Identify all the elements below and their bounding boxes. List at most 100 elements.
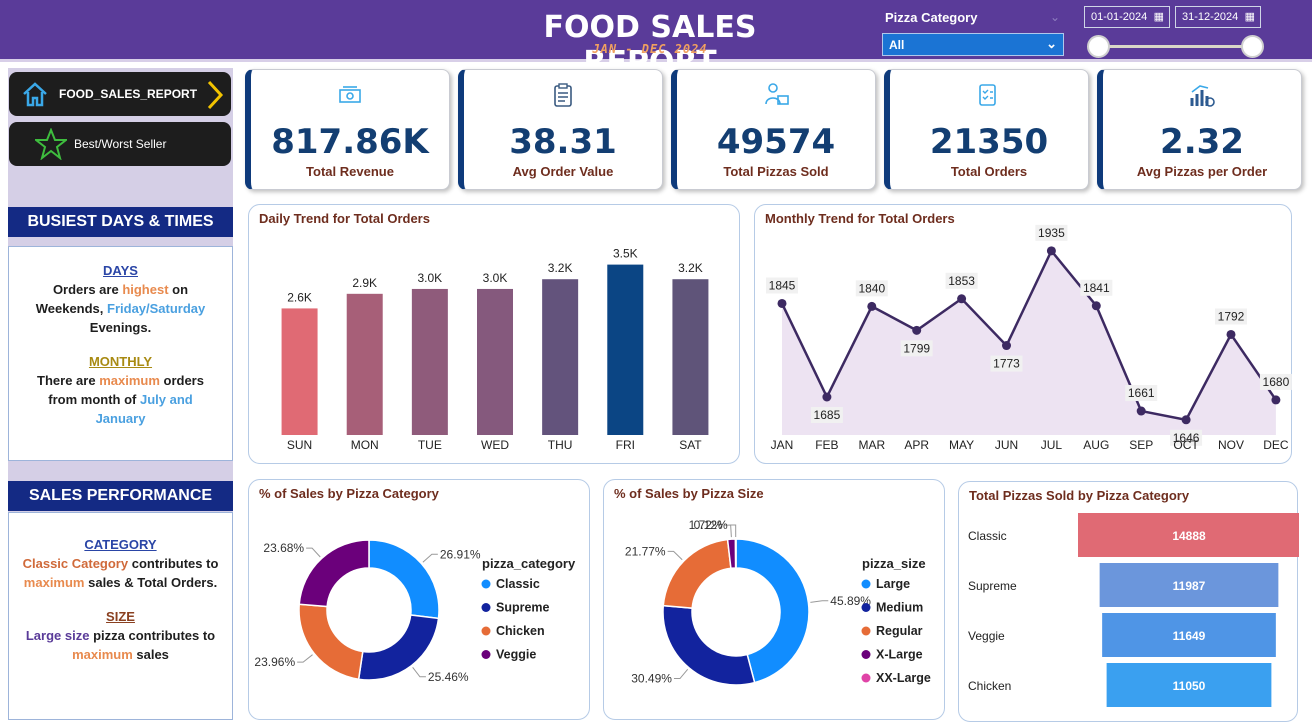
legend-label: Veggie [496,648,536,662]
funnel-bar [1078,513,1299,557]
calendar-icon[interactable]: ▦ [1244,11,1255,23]
end-date-input[interactable]: 31-12-2024 ▦ [1175,6,1261,28]
chevron-down-icon[interactable]: ⌄ [1050,10,1061,24]
category-filter-value: All [889,38,905,52]
chart-title: % of Sales by Pizza Category [259,486,439,501]
data-label-bg [1170,429,1203,446]
nav-best-worst-seller-button[interactable]: Best/Worst Seller [9,122,231,166]
kpi-value: 2.32 [1160,122,1244,162]
legend-marker [481,579,491,589]
cash-icon [251,82,449,113]
kpi-card: 49574 Total Pizzas Sold [671,69,876,190]
data-label: 45.89% [830,594,871,608]
nav-food-sales-report-button[interactable]: FOOD_SALES_REPORT [9,72,231,116]
monthly-trend-chart: 1845 JAN 1685 FEB 1840 MAR 1799 APR 1853 MAY 1773 J… [766,224,1292,452]
busiest-section-title: BUSIEST DAYS & TIMES [8,207,233,237]
kpi-value: 21350 [929,122,1049,162]
bar [411,288,448,435]
legend-title: pizza_category [482,556,576,571]
nav-report-label: FOOD_SALES_REPORT [59,87,198,101]
legend-label: X-Large [876,648,923,662]
x-tick-label: SAT [679,438,702,452]
x-tick-label: THU [548,438,573,452]
chevron-right-icon [207,80,224,110]
x-tick-label: FEB [815,438,838,452]
data-point [777,298,787,308]
data-label-bg [1035,224,1068,241]
data-label: 0.12% [694,518,728,532]
data-point [1226,329,1236,339]
monthly-trend-card: Monthly Trend for Total Orders 1845 JAN 16… [754,204,1292,464]
bar-growth-icon [1103,82,1301,113]
series-line [780,248,1277,422]
x-tick-label: SUN [287,438,312,452]
star-icon [35,128,67,160]
data-label: 1773 [993,357,1020,371]
data-label-bg [900,340,933,357]
legend-title: pizza_size [862,556,926,571]
chart-title: Total Pizzas Sold by Pizza Category [969,488,1190,503]
kpi-label: Total Pizzas Sold [723,164,829,179]
kpi-card: 38.31 Avg Order Value [458,69,663,190]
data-label-bg [1080,279,1113,296]
leader-line [297,654,313,663]
x-tick-label: APR [904,438,929,452]
slice [357,614,440,681]
slice [298,539,370,608]
data-label: 25.46% [428,670,469,684]
kpi-card: 21350 Total Orders [884,69,1089,190]
delivery-icon [677,82,875,113]
x-tick-label: WED [481,438,509,452]
report-subtitle: JAN - DEC 2024 [592,42,708,56]
date-range-slider-track[interactable] [1098,45,1254,48]
data-label: 1680 [1263,375,1290,389]
data-label: 1646 [1173,431,1200,445]
date-slider-start-handle[interactable] [1087,35,1110,58]
data-point [1181,415,1191,425]
legend-label: Chicken [496,624,545,638]
kpi-value: 38.31 [509,122,617,162]
category-label: Supreme [968,579,1017,593]
data-label: 3.0K [483,271,508,285]
clipboard-icon [464,82,662,113]
x-tick-label: MAR [858,438,885,452]
data-label: 23.96% [254,655,295,669]
data-point [957,294,967,304]
slice [368,539,440,620]
category-total-chart: 14888 Classic 11987 Supreme 11649 Veggie 11050… [968,513,1299,707]
start-date-input[interactable]: 01-01-2024 ▦ [1084,6,1170,28]
data-point [822,392,832,402]
data-point [867,301,877,311]
slice [735,538,810,684]
category-pct-chart: 26.91% 25.46% 23.96% 23.68% pizza_category Cl… [254,539,576,684]
slice [662,604,756,686]
slice [662,538,732,609]
bar [607,264,644,435]
legend-marker [861,650,871,659]
category-total-card: Total Pizzas Sold by Pizza Category 1488… [958,481,1299,722]
data-label: 1841 [1083,281,1110,295]
calendar-icon[interactable]: ▦ [1153,11,1164,23]
bar [672,279,709,435]
days-note: Orders are highest on Weekends, Friday/Sa… [35,282,206,335]
legend-label: Regular [876,624,923,638]
x-tick-label: MON [351,438,379,452]
leader-line [810,600,829,603]
kpi-card: 817.86K Total Revenue [245,69,450,190]
data-point [1091,301,1101,311]
date-slider-end-handle[interactable] [1241,35,1264,58]
kpi-label: Avg Order Value [512,164,614,179]
order-checklist-icon [890,82,1088,113]
x-tick-label: TUE [418,438,442,452]
leader-line [422,553,438,563]
kpi-label: Avg Pizzas per Order [1136,164,1268,179]
kpi-label: Total Revenue [306,164,394,179]
funnel-bar [1106,663,1272,707]
data-label: 2.6K [287,290,312,304]
bar [542,279,579,435]
kpi-label: Total Orders [950,164,1028,179]
data-label: 3.2K [678,261,703,275]
category-filter-dropdown[interactable]: All ⌄ [882,33,1064,56]
legend-marker [861,603,871,612]
data-label: 11649 [1173,629,1206,643]
